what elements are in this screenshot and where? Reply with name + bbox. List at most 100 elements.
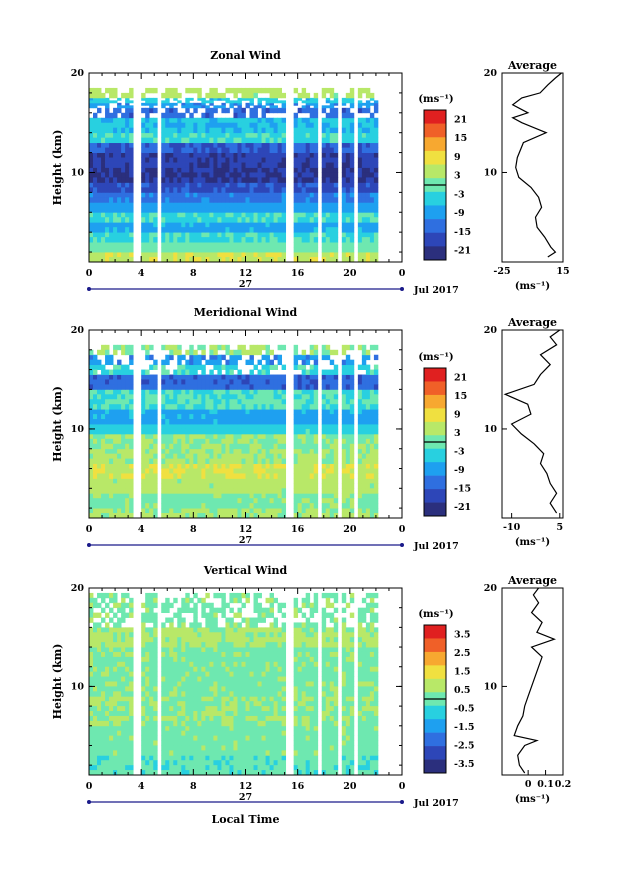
heatmap-cell [193,374,198,380]
heatmap-cell [349,100,355,104]
heatmap-cell [249,117,254,124]
heatmap-cell [105,735,110,741]
heatmap-cell [109,755,114,761]
heatmap-cell [373,503,379,509]
heatmap-cell [373,725,379,732]
heatmap-cell [297,755,303,761]
heatmap-cell [245,162,250,168]
heatmap-cell [129,112,134,119]
heatmap-cell [197,448,202,455]
heatmap-cell [305,187,311,193]
heatmap-cell [269,453,274,460]
heatmap-cell [213,147,218,153]
heatmap-cell [97,409,102,415]
heatmap-cell [177,453,182,460]
heatmap-cell [89,730,94,737]
heatmap-cell [301,167,307,173]
heatmap-cell [165,197,170,203]
heatmap-cell [173,394,178,400]
heatmap-cell [153,177,158,183]
heatmap-cell [241,384,246,390]
heatmap-cell [345,438,351,445]
heatmap-cell [265,202,270,208]
heatmap-cell [281,453,287,460]
heatmap-cell [101,414,106,420]
heatmap-cell [237,414,242,420]
heatmap-cell [185,493,190,499]
heatmap-cell [189,127,194,134]
heatmap-cell [281,364,287,370]
heatmap-cell [121,448,126,455]
heatmap-cell [361,725,367,732]
heatmap-cell [105,369,110,375]
heatmap-cell [273,167,278,173]
heatmap-cell [193,384,198,390]
heatmap-cell [245,132,250,139]
heatmap-cell [249,770,254,776]
heatmap-cell [297,478,303,484]
heatmap-cell [261,354,266,361]
heatmap-cell [261,344,266,351]
heatmap-cell [249,182,254,188]
heatmap-cell [333,419,339,425]
heatmap-cell [189,192,194,198]
heatmap-cell [105,463,110,469]
heatmap-cell [109,493,114,499]
heatmap-cell [297,197,303,203]
heatmap-cell [205,503,210,509]
heatmap-cell [357,212,363,218]
heatmap-cell [245,97,250,101]
heatmap-cell [109,404,114,410]
heatmap-cell [229,765,234,771]
heatmap-cell [125,147,130,153]
heatmap-cell [193,488,198,494]
heatmap-cell [153,414,158,420]
heatmap-cell [329,478,335,484]
heatmap-cell [365,217,371,223]
heatmap-cell [185,122,190,129]
heatmap-cell [249,247,254,253]
heatmap-cell [161,448,166,455]
heatmap-cell [165,760,170,766]
heatmap-cell [109,177,114,183]
heatmap-cell [213,222,218,228]
heatmap-cell [297,493,303,499]
heatmap-cell [165,132,170,139]
heatmap-cell [361,448,367,455]
heatmap-cell [265,87,270,94]
heatmap-cell [185,132,190,139]
heatmap-cell [113,374,118,380]
heatmap-cell [113,87,118,94]
heatmap-cell [237,167,242,173]
heatmap-cell [257,493,262,499]
heatmap-cell [125,349,130,356]
heatmap-cell [181,438,186,445]
heatmap-cell [237,207,242,213]
heatmap-cell [237,725,242,732]
heatmap-cell [301,468,307,474]
heatmap-cell [165,177,170,183]
heatmap-cell [113,227,118,233]
heatmap-cell [249,483,254,489]
heatmap-cell [129,389,134,395]
heatmap-cell [213,433,218,440]
heatmap-cell [253,503,258,509]
heatmap-cell [177,92,182,99]
heatmap-cell [277,760,283,766]
heatmap-cell [333,389,339,395]
heatmap-cell [361,468,367,474]
heatmap-cell [97,132,102,139]
heatmap-cell [325,473,331,479]
heatmap-cell [93,463,98,469]
heatmap-cell [245,237,250,243]
heatmap-cell [345,152,351,158]
heatmap-cell [97,197,102,203]
heatmap-cell [241,127,246,134]
heatmap-cell [189,227,194,233]
heatmap-cell [201,414,206,420]
heatmap-cell [117,404,122,410]
heatmap-cell [113,349,118,356]
heatmap-cell [169,147,174,153]
heatmap-cell [281,92,287,99]
heatmap-cell [185,483,190,489]
